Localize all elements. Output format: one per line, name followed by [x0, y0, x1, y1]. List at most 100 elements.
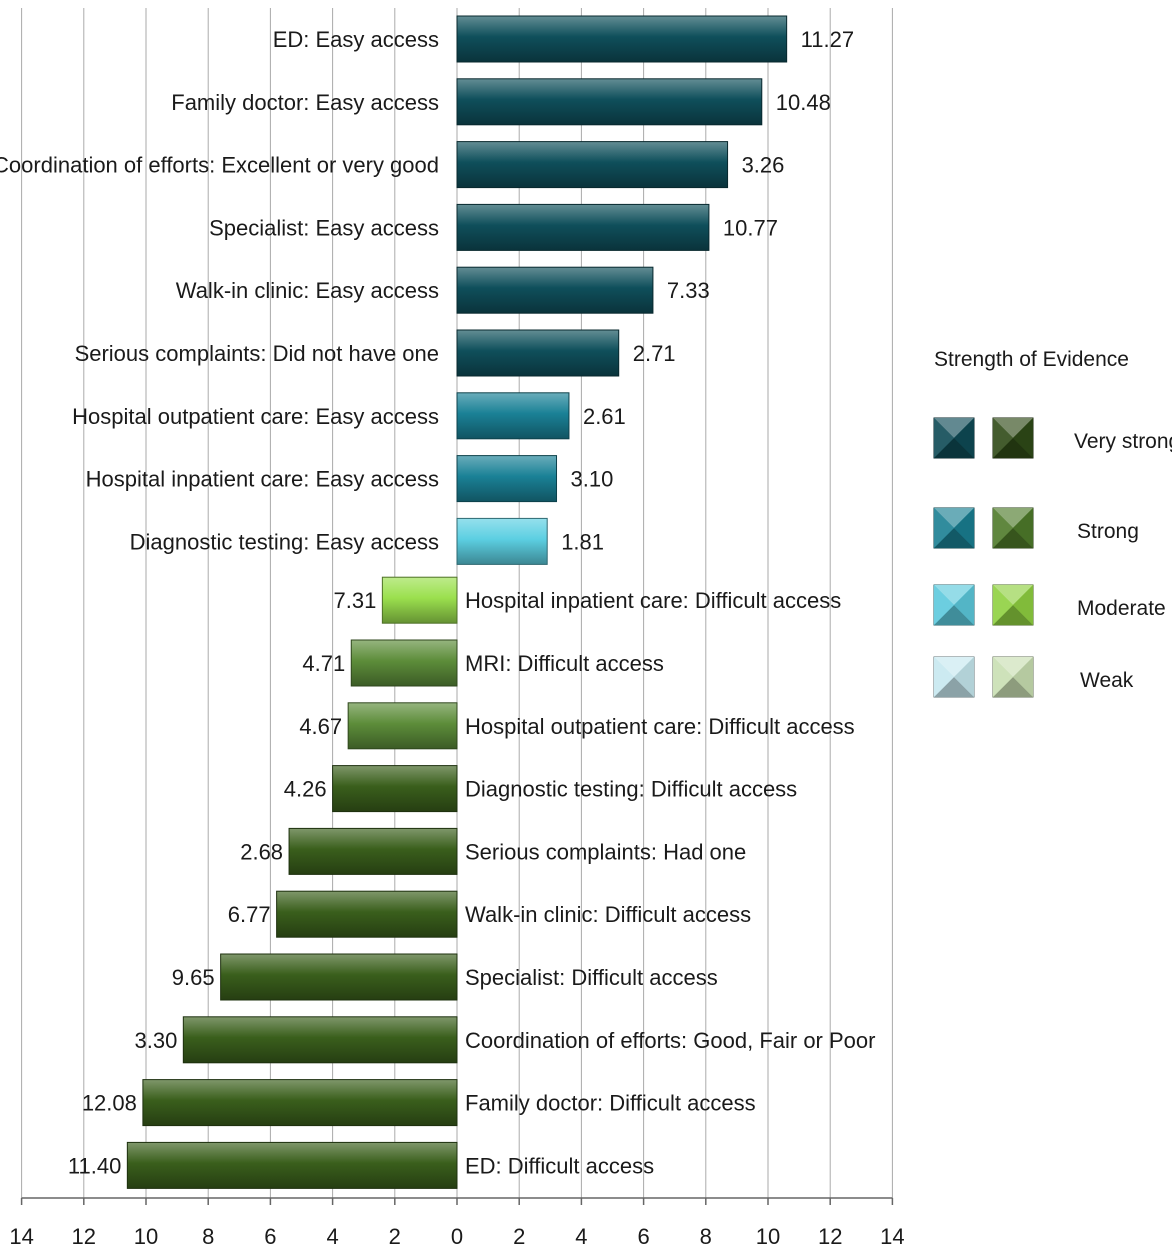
- bar-value-label: 3.10: [571, 467, 614, 492]
- bar: [276, 890, 458, 938]
- bar-category-label: Walk-in clinic: Difficult access: [465, 902, 751, 927]
- bar: [126, 1141, 458, 1189]
- bar-value-label: 4.67: [299, 714, 342, 739]
- bar: [220, 953, 458, 1001]
- x-tick-label: 4: [326, 1224, 338, 1249]
- bar-category-label: MRI: Difficult access: [465, 651, 664, 676]
- bar-value-label: 9.65: [172, 965, 215, 990]
- bar-group: Specialist: Difficult access 9.65: [172, 953, 718, 1001]
- x-tick-label: 12: [818, 1224, 842, 1249]
- bar-group: Family doctor: Difficult access 12.08: [82, 1079, 756, 1127]
- bar-group: Coordination of efforts: Good, Fair or P…: [134, 1016, 875, 1064]
- bar: [456, 266, 654, 314]
- bar-category-label: ED: Difficult access: [465, 1153, 654, 1178]
- bar-group: Walk-in clinic: Easy access 7.33: [176, 266, 710, 314]
- bar: [456, 392, 570, 440]
- bar-group: Diagnostic testing: Easy access 1.81: [130, 517, 604, 565]
- legend-title: Strength of Evidence: [934, 348, 1129, 371]
- bar-value-label: 1.81: [561, 529, 604, 554]
- x-tick-label: 6: [637, 1224, 649, 1249]
- bar-group: Serious complaints: Had one 2.68: [240, 827, 746, 875]
- bar-group: Hospital inpatient care: Easy access 3.10: [86, 455, 614, 503]
- bar-category-label: Hospital outpatient care: Difficult acce…: [465, 714, 855, 739]
- bar-value-label: 7.33: [667, 278, 710, 303]
- bar-value-label: 10.77: [723, 215, 778, 240]
- bar: [347, 702, 458, 750]
- bar-value-label: 4.26: [284, 777, 327, 802]
- bar: [142, 1079, 458, 1127]
- bar-category-label: Family doctor: Difficult access: [465, 1091, 756, 1116]
- bar-category-label: Hospital inpatient care: Easy access: [86, 467, 439, 492]
- bar-category-label: ED: Easy access: [273, 27, 439, 52]
- bar-category-label: Specialist: Easy access: [209, 215, 439, 240]
- bar: [456, 15, 788, 63]
- bar-value-label: 2.68: [240, 839, 283, 864]
- bar-value-label: 7.31: [334, 588, 377, 613]
- legend-swatch-green: [992, 417, 1034, 459]
- bar-value-label: 3.26: [742, 153, 785, 178]
- bar: [456, 203, 710, 251]
- bar-category-label: Family doctor: Easy access: [171, 90, 439, 115]
- bar-value-label: 11.40: [68, 1153, 121, 1178]
- bar-category-label: Diagnostic testing: Easy access: [130, 529, 439, 554]
- legend-swatch-green: [992, 507, 1034, 549]
- bar-group: MRI: Difficult access 4.71: [302, 639, 664, 687]
- x-tick-label: 14: [880, 1224, 904, 1249]
- legend-item-label: Moderate: [1077, 597, 1166, 620]
- bar: [381, 576, 458, 624]
- x-tick-label: 8: [700, 1224, 712, 1249]
- x-axis: 14 12 10 8 6 4 2 0 2 4 6 8 10 12 14: [9, 1197, 905, 1249]
- legend-swatch-blue: [933, 584, 975, 626]
- bar-group: ED: Easy access 11.27: [273, 15, 854, 63]
- x-tick-label: 2: [513, 1224, 525, 1249]
- bar-group: Diagnostic testing: Difficult access 4.26: [284, 765, 797, 813]
- x-tick-label: 14: [9, 1224, 33, 1249]
- bar-group: Specialist: Easy access 10.77: [209, 203, 778, 251]
- bar-category-label: Serious complaints: Had one: [465, 839, 746, 864]
- bar-value-label: 4.71: [302, 651, 345, 676]
- bar: [350, 639, 458, 687]
- bar: [456, 517, 548, 565]
- bar-value-label: 10.48: [776, 90, 831, 115]
- legend-swatch-blue: [933, 417, 975, 459]
- bar-value-label: 12.08: [82, 1091, 137, 1116]
- legend-swatch-green: [992, 584, 1034, 626]
- bar-group: Hospital outpatient care: Easy access 2.6…: [72, 392, 626, 440]
- bar: [288, 827, 458, 875]
- bar-group: ED: Difficult access 11.40: [68, 1141, 654, 1189]
- bar-group: Walk-in clinic: Difficult access 6.77: [228, 890, 751, 938]
- bar-value-label: 2.71: [633, 341, 676, 366]
- bar-value-label: 11.27: [801, 27, 854, 52]
- bar-group: Family doctor: Easy access 10.48: [171, 78, 831, 126]
- x-tick-label: 4: [575, 1224, 587, 1249]
- bar: [456, 78, 763, 126]
- legend-item-label: Strong: [1077, 520, 1139, 543]
- bar-group: Serious complaints: Did not have one 2.71: [75, 329, 676, 377]
- bar-category-label: Hospital inpatient care: Difficult acces…: [465, 588, 841, 613]
- legend-swatch-blue: [933, 507, 975, 549]
- bar-category-label: Walk-in clinic: Easy access: [176, 278, 439, 303]
- x-tick-label: 10: [134, 1224, 158, 1249]
- legend-swatch-green: [992, 656, 1034, 698]
- bar-value-label: 2.61: [583, 404, 626, 429]
- legend-item-label: Weak: [1080, 669, 1134, 692]
- bar-category-label: Coordination of efforts: Excellent or ve…: [0, 153, 439, 178]
- bar: [456, 455, 558, 503]
- bar-category-label: Hospital outpatient care: Easy access: [72, 404, 439, 429]
- bar: [182, 1016, 458, 1064]
- bar-category-label: Serious complaints: Did not have one: [75, 341, 439, 366]
- bar: [332, 765, 458, 813]
- bar-category-label: Diagnostic testing: Difficult access: [465, 777, 797, 802]
- bar-group: Coordination of efforts: Excellent or ve…: [0, 141, 785, 189]
- legend-item-label: Very strong: [1074, 430, 1172, 453]
- bars-layer: ED: Easy access 11.27 Family doctor: Easy …: [0, 15, 875, 1189]
- x-tick-label: 10: [756, 1224, 780, 1249]
- bar: [456, 329, 620, 377]
- bar-value-label: 6.77: [228, 902, 271, 927]
- bar-category-label: Coordination of efforts: Good, Fair or P…: [465, 1028, 875, 1053]
- x-tick-label: 0: [451, 1224, 463, 1249]
- x-tick-label: 12: [72, 1224, 96, 1249]
- legend: Strength of Evidence Very strong Strong Mod…: [933, 348, 1172, 698]
- bar: [456, 141, 729, 189]
